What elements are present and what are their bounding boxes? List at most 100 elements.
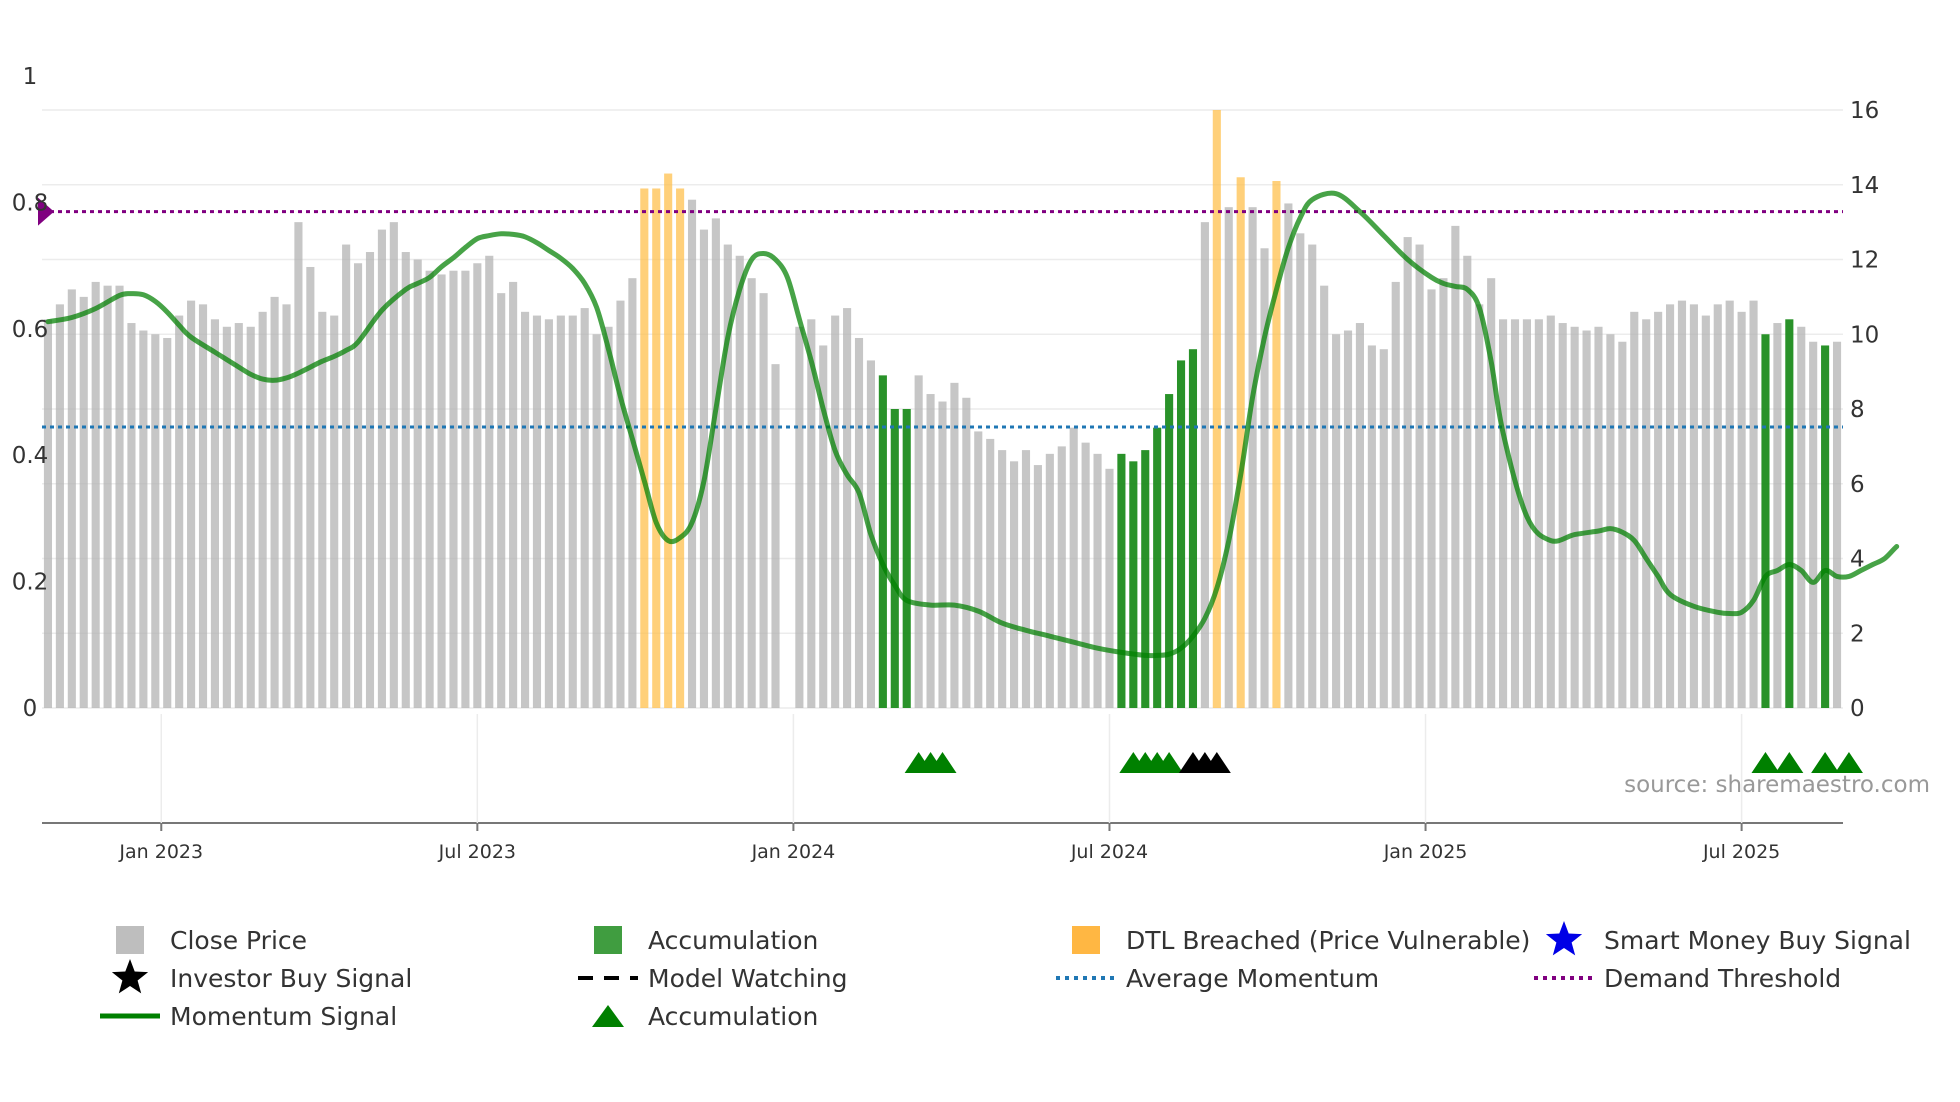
right-tick-label: 8 (1850, 397, 1865, 423)
price-bar (1701, 315, 1710, 708)
left-tick-label: 0.2 (12, 570, 49, 596)
right-tick-label: 14 (1850, 173, 1879, 199)
price-bar (1153, 427, 1162, 708)
price-bar (67, 289, 76, 708)
legend-label: Model Watching (648, 964, 848, 993)
price-bar (1654, 311, 1663, 708)
price-bar (1534, 319, 1543, 708)
price-bar (449, 270, 458, 708)
momentum-series (45, 190, 1900, 659)
price-bar (1343, 330, 1353, 708)
legend-triangle-icon (592, 1005, 624, 1027)
price-bar (1725, 300, 1734, 708)
price-bar (616, 300, 625, 708)
price-bar (1212, 110, 1221, 708)
price-bar (103, 285, 112, 708)
price-bar (234, 323, 243, 708)
price-bar (890, 409, 899, 708)
price-bar (151, 334, 160, 708)
legend-square-icon (116, 926, 144, 954)
legend-label: Accumulation (648, 926, 818, 955)
price-bar (115, 285, 124, 708)
price-bar (1677, 300, 1687, 708)
price-bar (401, 252, 410, 708)
price-bar (1582, 330, 1591, 708)
price-bar (902, 409, 911, 708)
price-bar (91, 281, 100, 708)
price-bar (1475, 304, 1484, 708)
price-bar (246, 326, 255, 708)
price-bar (1510, 319, 1520, 708)
price-bar (1713, 304, 1722, 708)
price-bar (556, 315, 565, 708)
price-bar (1117, 453, 1126, 708)
price-bar (1630, 311, 1639, 708)
price-bar (1165, 394, 1174, 708)
price-bar (198, 304, 208, 708)
reference-lines (38, 197, 1843, 429)
price-bar (1689, 304, 1698, 708)
accumulation-marker (928, 752, 957, 773)
price-bar (843, 308, 852, 708)
price-bar (1093, 453, 1102, 708)
momentum-line (45, 190, 1900, 659)
price-bar (1558, 323, 1567, 708)
price-bar (628, 278, 637, 708)
price-bar (210, 319, 219, 708)
price-bar (1487, 278, 1496, 708)
price-bar (222, 326, 231, 708)
x-tick-label: Jul 2023 (438, 841, 516, 863)
price-bar (1033, 465, 1042, 708)
price-bar (664, 173, 673, 709)
price-bar (974, 431, 983, 708)
x-tick-label: Jan 2025 (1383, 841, 1468, 863)
price-bar (139, 330, 148, 708)
accumulation-marker (1751, 752, 1780, 773)
left-tick-label: 0.6 (12, 317, 49, 343)
accumulation-marker (1202, 752, 1231, 773)
price-bar (497, 293, 506, 708)
legend-square-icon (594, 926, 622, 954)
price-bar (473, 263, 482, 708)
price-bar (79, 296, 88, 708)
price-bar (1129, 461, 1138, 708)
price-bar (1367, 345, 1376, 708)
price-bar (354, 263, 363, 708)
price-bar (819, 345, 828, 708)
price-bar (878, 375, 887, 708)
price-bar (1224, 207, 1233, 709)
right-tick-label: 2 (1850, 621, 1865, 647)
price-bar (1785, 319, 1794, 708)
price-bar (1427, 289, 1436, 708)
price-bar (1045, 453, 1054, 708)
price-bar (1606, 334, 1615, 708)
price-bar (1272, 181, 1281, 708)
legend-label: DTL Breached (Price Vulnerable) (1126, 926, 1530, 955)
right-axis: 0 2 4 6 8 10 12 14 16 (1850, 98, 1879, 722)
price-bar (187, 300, 196, 708)
price-bar (1057, 446, 1066, 708)
price-bar (592, 334, 601, 708)
right-tick-label: 12 (1850, 248, 1879, 274)
price-bar (1105, 468, 1114, 708)
price-bar (1451, 225, 1460, 709)
price-bar (1069, 427, 1078, 708)
legend-label: Momentum Signal (170, 1002, 397, 1031)
price-bar (1749, 300, 1758, 708)
price-bar (282, 304, 291, 708)
price-bar (1570, 326, 1579, 708)
price-bar (795, 326, 804, 708)
price-bar (1284, 203, 1293, 708)
accumulation-marker (1834, 752, 1863, 773)
legend-square-icon (1072, 926, 1100, 954)
legend-label: Average Momentum (1126, 964, 1379, 993)
price-bar (1642, 319, 1651, 708)
accumulation-marker (1811, 752, 1840, 773)
price-bar (318, 311, 327, 708)
legend-label: Smart Money Buy Signal (1604, 926, 1911, 955)
right-tick-label: 0 (1850, 696, 1865, 722)
price-bar (771, 364, 780, 708)
price-bar (389, 222, 398, 708)
x-tick-label: Jul 2025 (1702, 841, 1780, 863)
price-bar (1618, 341, 1627, 708)
